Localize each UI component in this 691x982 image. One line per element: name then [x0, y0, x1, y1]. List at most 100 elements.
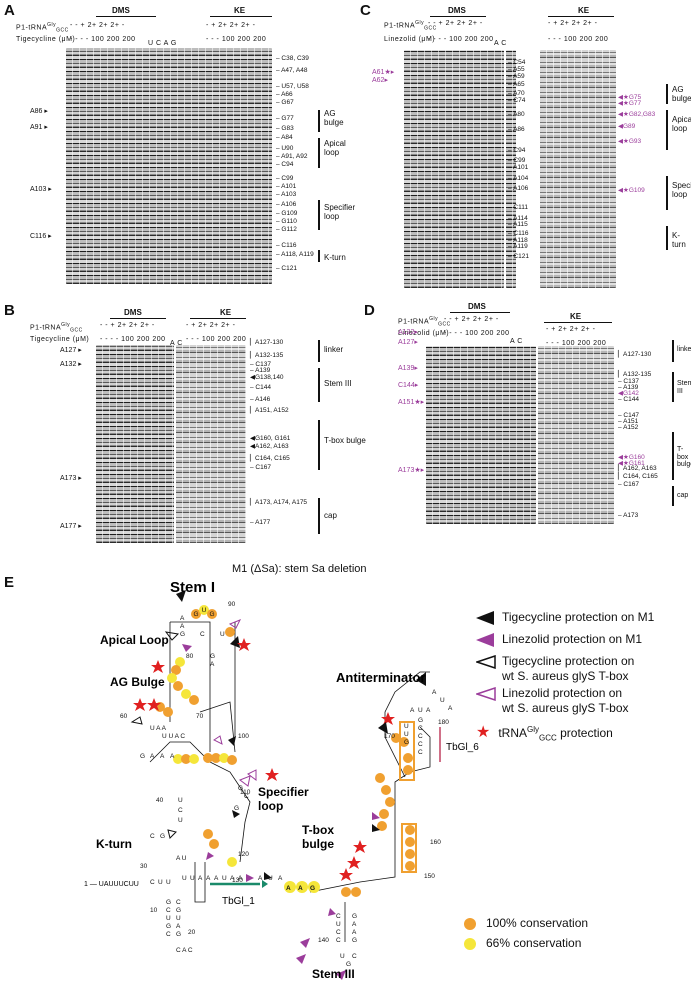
svg-text:A: A [352, 929, 357, 936]
seq-lanes: U C A G [148, 40, 177, 47]
label-specifier-loop-1: Specifier [258, 785, 309, 799]
svg-text:A: A [180, 615, 185, 622]
svg-text:A: A [170, 753, 175, 760]
region-tbox-bulge-b: T-box bulge [324, 436, 366, 445]
row1-label: P1-tRNAGlyGCC [16, 22, 69, 34]
label-stem-iii: Stem III [312, 967, 355, 981]
svg-text:U: U [178, 797, 183, 804]
svg-text:G: G [160, 833, 165, 840]
svg-text:U: U [340, 953, 345, 960]
svg-text:U: U [404, 731, 409, 738]
row2-values-dms: - - - - 100 200 200 [70, 36, 136, 43]
svg-text:160: 160 [430, 839, 441, 846]
svg-text:G: G [346, 961, 351, 968]
region-cap-d: cap [677, 492, 689, 499]
svg-text:180: 180 [438, 719, 449, 726]
svg-text:A: A [258, 875, 263, 882]
row2-values-dms-c: - - - - 100 200 200 [428, 36, 494, 43]
svg-text:140: 140 [318, 937, 329, 944]
svg-text:A: A [176, 923, 181, 930]
row1-values-ke: - + 2+ 2+ 2+ - [206, 22, 256, 29]
group-label-ke-d: KE [570, 312, 582, 321]
svg-text:G: G [352, 913, 357, 920]
svg-text:G: G [166, 899, 171, 906]
row2-values-ke: - - - 100 200 200 [206, 36, 267, 43]
region-kturn-c: K-turn [672, 231, 686, 249]
svg-text:A: A [198, 875, 203, 882]
region-ag-bulge-a: AG bulge [324, 109, 344, 127]
gel-image-b-ke [176, 345, 246, 543]
seq-lanes-b: A C [170, 340, 183, 347]
svg-text:80: 80 [186, 653, 194, 660]
svg-text:A: A [278, 875, 283, 882]
svg-text:C: C [352, 953, 357, 960]
svg-text:100: 100 [238, 733, 249, 740]
svg-text:A: A [410, 707, 415, 714]
svg-text:C: C [336, 937, 341, 944]
region-cap-b: cap [324, 511, 337, 520]
purple-filled-triangle-icon [476, 632, 494, 647]
svg-text:U: U [176, 915, 181, 922]
legend-conservation-100: 100% conservation [464, 916, 588, 930]
svg-text:A: A [206, 875, 211, 882]
svg-text:110: 110 [240, 789, 251, 796]
svg-text:150: 150 [424, 873, 435, 880]
legend-item-linezolid-m1: Linezolid protection on M1 [476, 632, 642, 647]
row2-values-dms-b: - - - - 100 200 200 [100, 336, 166, 343]
label-tbgl6: TbGl_6 [446, 742, 479, 753]
row1-values-dms-c: - - + 2+ 2+ 2+ - [428, 20, 483, 27]
legend-item-linezolid-wt: Linezolid protection on wt S. aureus gly… [474, 686, 629, 716]
gel-image-c-seq [506, 50, 516, 288]
row2-values-ke-c: - - - 100 200 200 [548, 36, 609, 43]
label-kturn: K-turn [96, 837, 132, 851]
conservation-dots [155, 605, 415, 897]
group-label-ke-b: KE [220, 308, 232, 317]
svg-text:10: 10 [150, 907, 158, 914]
region-linker-d: linker [677, 346, 691, 353]
panel-label-a: A [4, 2, 15, 19]
svg-text:A: A [286, 885, 291, 892]
svg-text:G: G [176, 931, 181, 938]
svg-text:C: C [244, 793, 249, 800]
region-kturn-a: K-turn [324, 253, 346, 262]
gel-image-b [96, 345, 174, 543]
svg-text:G: G [310, 885, 315, 892]
svg-text:C: C [418, 733, 423, 740]
group-label-ke: KE [234, 6, 246, 15]
svg-text:60: 60 [120, 713, 128, 720]
panel-label-e: E [4, 574, 15, 591]
group-label-dms-c: DMS [448, 6, 466, 15]
gel-image-c-ke [540, 50, 616, 288]
svg-text:A: A [230, 875, 235, 882]
svg-text:U: U [440, 697, 445, 704]
row1-label-c: P1-tRNAGlyGCC [384, 20, 437, 32]
svg-text:C: C [166, 907, 171, 914]
label-stem-i: Stem I [170, 579, 215, 596]
svg-text:90: 90 [228, 601, 236, 608]
legend-item-trna-protection: ★ tRNAGlyGCC protection [476, 724, 613, 743]
legend-item-tigecycline-wt: Tigecycline protection on wt S. aureus g… [474, 654, 634, 684]
row1-label-d: P1-tRNAGlyGCC [398, 316, 451, 328]
svg-text:A: A [210, 661, 215, 668]
group-label-ke-c: KE [578, 6, 590, 15]
svg-text:G: G [140, 753, 145, 760]
seq-lanes-c: A C [494, 40, 507, 47]
svg-text:C: C [166, 931, 171, 938]
label-antiterminator: Antiterminator [336, 670, 426, 685]
svg-text:A: A [298, 885, 303, 892]
svg-text:G: G [180, 631, 185, 638]
protection-markers [130, 590, 441, 980]
svg-text:U: U [222, 875, 227, 882]
yellow-dot-icon [464, 937, 476, 950]
row2-label-b: Tigecycline (μM) [30, 336, 90, 343]
svg-text:G: G [193, 611, 198, 618]
row2-values-ke-d: - - - 100 200 200 [546, 340, 607, 347]
black-filled-triangle-icon [476, 610, 494, 625]
label-specifier-loop-2: loop [258, 799, 283, 813]
svg-text:U A A: U A A [150, 725, 167, 732]
svg-text:A U: A U [176, 855, 187, 862]
svg-text:A: A [150, 753, 155, 760]
group-label-dms-d: DMS [468, 302, 486, 311]
svg-text:C A C: C A C [176, 947, 193, 954]
